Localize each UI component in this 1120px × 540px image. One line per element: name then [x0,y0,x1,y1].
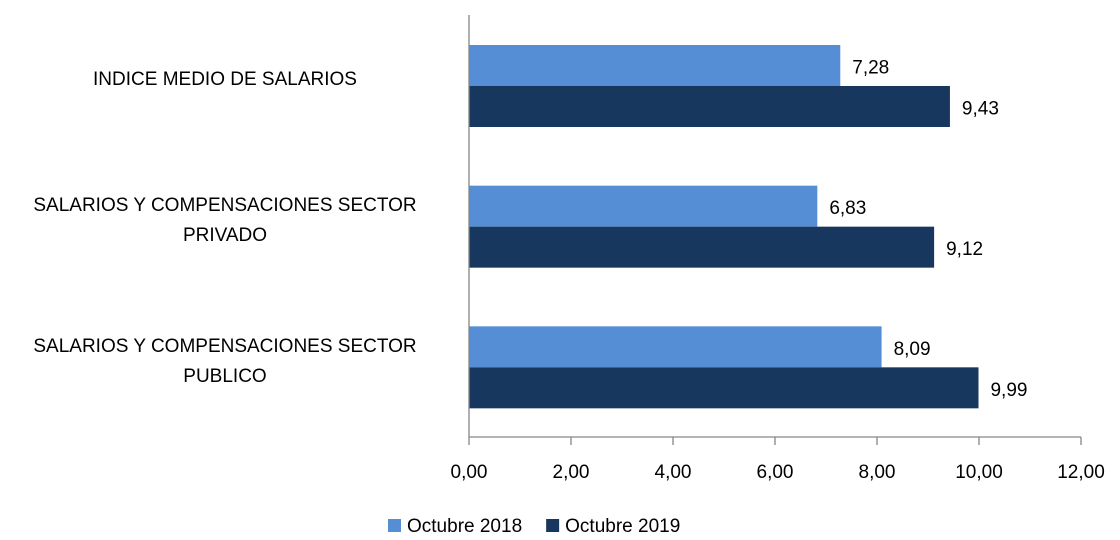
legend-label: Octubre 2019 [565,516,680,537]
category-label: INDICE MEDIO DE SALARIOS [93,69,357,91]
value-label: 8,09 [894,339,931,360]
x-tick-label: 0,00 [451,462,488,483]
legend-swatch [546,519,560,532]
category-label: SALARIOS Y COMPENSACIONES SECTOR PRIVADO [33,195,417,246]
legend-swatch [388,519,401,532]
x-tick-label: 6,00 [757,462,794,483]
legend-label: Octubre 2018 [407,516,522,537]
bar [469,45,841,86]
x-tick-label: 8,00 [859,462,896,483]
bar [469,226,935,268]
value-label: 6,83 [829,198,866,219]
bar [469,326,882,368]
bar [469,367,979,409]
value-label: 9,99 [990,380,1027,401]
x-tick-label: 10,00 [955,462,1003,483]
x-tick-label: 12,00 [1057,462,1105,483]
value-label: 9,12 [946,239,983,260]
x-tick-label: 4,00 [655,462,692,483]
bar [469,86,950,127]
value-label: 9,43 [962,99,999,120]
category-label: SALARIOS Y COMPENSACIONES SECTOR PUBLICO [33,335,417,387]
value-label: 7,28 [852,58,889,79]
bar [469,185,818,227]
x-tick-label: 2,00 [553,462,590,483]
